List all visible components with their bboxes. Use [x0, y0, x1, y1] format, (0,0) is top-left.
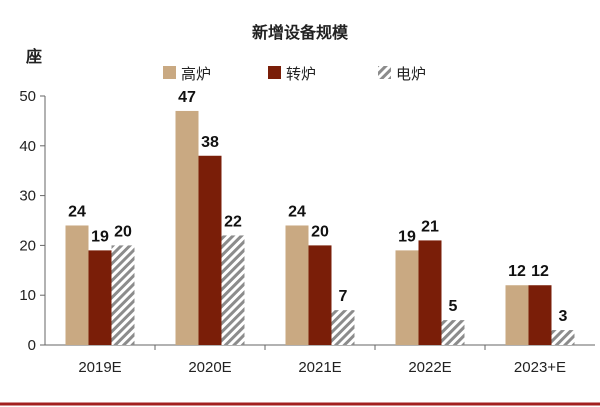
bar	[175, 110, 199, 345]
x-tick-label: 2023+E	[514, 359, 566, 376]
data-label: 20	[114, 223, 132, 240]
legend-label: 电炉	[396, 65, 426, 83]
data-label: 12	[531, 263, 549, 280]
data-label: 24	[68, 203, 86, 220]
y-tick-label: 30	[19, 188, 36, 205]
bar	[221, 235, 245, 345]
legend-swatch	[378, 66, 391, 79]
data-label: 19	[91, 228, 109, 245]
x-tick-label: 2021E	[298, 359, 341, 376]
data-label: 24	[288, 203, 306, 220]
data-labels: 24 19 20 47 38 22 24 20 7 19 21 5 12 12 3	[68, 89, 567, 325]
y-tick-label: 0	[28, 337, 36, 354]
bar	[285, 225, 309, 345]
bar	[418, 240, 442, 345]
chart-title: 新增设备规模	[252, 23, 349, 42]
y-tick-label: 20	[19, 237, 36, 254]
bar	[88, 250, 112, 345]
bar	[395, 250, 419, 345]
data-label: 47	[178, 89, 196, 106]
legend-label: 转炉	[286, 65, 316, 83]
legend-label: 高炉	[181, 65, 211, 83]
legend: 高炉 转炉 电炉	[163, 65, 426, 83]
data-label: 3	[559, 308, 568, 325]
data-label: 38	[201, 134, 219, 151]
x-axis: 2019E 2020E 2021E 2022E 2023+E	[45, 344, 595, 376]
x-tick-label: 2022E	[408, 359, 451, 376]
bar	[198, 155, 222, 345]
x-tick-label: 2020E	[188, 359, 231, 376]
data-label: 22	[224, 213, 242, 230]
bar	[65, 225, 89, 345]
y-axis: 0 10 20 30 40 50	[19, 88, 46, 354]
data-label: 5	[449, 298, 458, 315]
bar	[505, 285, 529, 345]
bar	[331, 310, 355, 345]
legend-swatch	[268, 66, 281, 79]
data-label: 12	[508, 263, 526, 280]
data-label: 21	[421, 218, 439, 235]
x-tick-label: 2019E	[78, 359, 121, 376]
data-label: 20	[311, 223, 329, 240]
y-axis-unit-label: 座	[25, 47, 42, 66]
bar	[528, 285, 552, 345]
legend-swatch	[163, 66, 176, 79]
bar	[308, 245, 332, 345]
bar	[111, 245, 135, 345]
bar	[551, 330, 575, 345]
bar	[441, 320, 465, 345]
data-label: 19	[398, 228, 416, 245]
y-tick-label: 40	[19, 138, 36, 155]
y-tick-label: 50	[19, 88, 36, 105]
bars	[65, 110, 575, 345]
y-tick-label: 10	[19, 287, 36, 304]
data-label: 7	[339, 288, 348, 305]
